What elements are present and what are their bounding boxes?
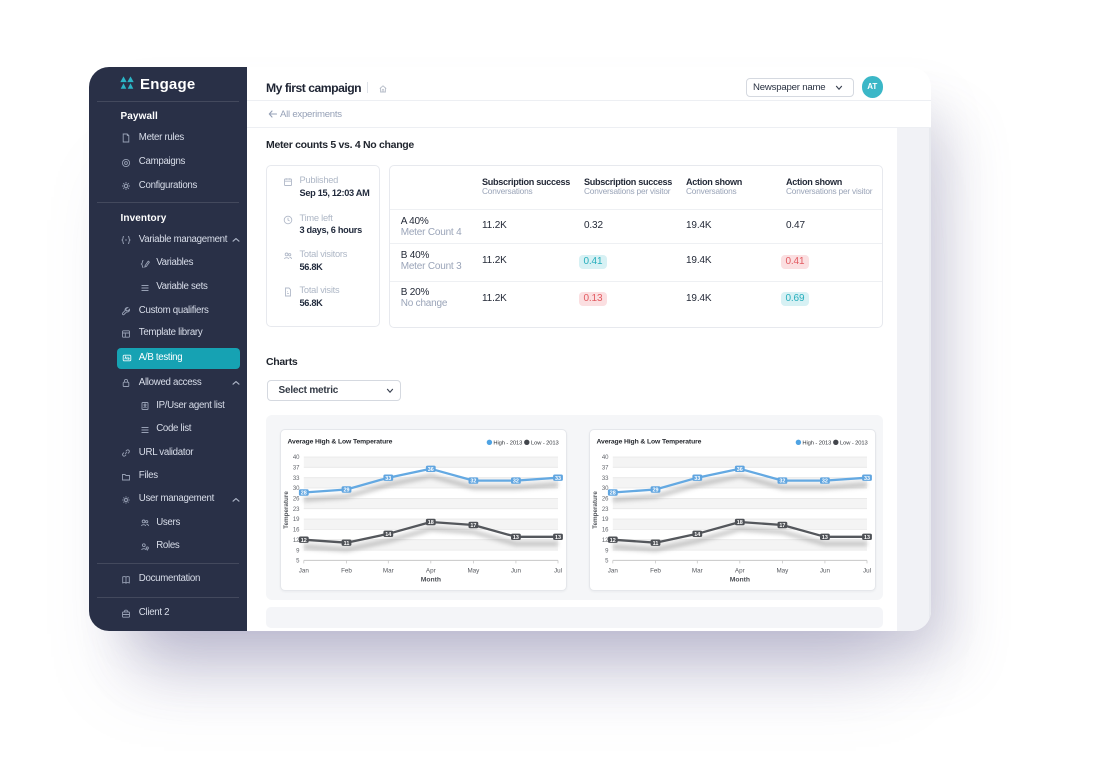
svg-text:9: 9 — [605, 548, 609, 554]
svg-text:Average High & Low Temperature: Average High & Low Temperature — [597, 439, 702, 446]
svg-text:12: 12 — [301, 538, 307, 544]
svg-text:13: 13 — [555, 535, 561, 541]
svg-text:16: 16 — [293, 528, 300, 534]
svg-text:36: 36 — [428, 467, 434, 473]
svg-text:9: 9 — [296, 548, 300, 554]
svg-text:Jan: Jan — [608, 567, 619, 574]
svg-text:18: 18 — [428, 520, 434, 526]
svg-text:Apr: Apr — [735, 567, 745, 574]
svg-text:Jul: Jul — [554, 567, 562, 574]
svg-text:29: 29 — [653, 488, 659, 494]
svg-text:Jun: Jun — [511, 567, 522, 574]
svg-text:32: 32 — [470, 479, 476, 485]
svg-text:Low - 2013: Low - 2013 — [531, 440, 559, 446]
svg-text:36: 36 — [737, 467, 743, 473]
svg-text:12: 12 — [610, 538, 616, 544]
svg-text:26: 26 — [293, 497, 300, 503]
svg-text:Month: Month — [421, 577, 441, 584]
svg-text:14: 14 — [385, 532, 391, 538]
svg-text:40: 40 — [602, 455, 609, 461]
svg-text:Temperature: Temperature — [592, 491, 599, 529]
svg-text:28: 28 — [610, 491, 616, 497]
svg-text:17: 17 — [470, 523, 476, 529]
svg-text:32: 32 — [822, 479, 828, 485]
svg-text:May: May — [467, 567, 480, 574]
svg-text:Mar: Mar — [692, 567, 703, 574]
svg-text:33: 33 — [602, 476, 609, 482]
svg-text:13: 13 — [822, 535, 828, 541]
svg-text:23: 23 — [293, 507, 300, 513]
svg-text:37: 37 — [602, 466, 609, 472]
svg-text:Feb: Feb — [650, 567, 661, 574]
svg-text:13: 13 — [513, 535, 519, 541]
svg-text:33: 33 — [555, 476, 561, 482]
svg-text:High - 2013: High - 2013 — [493, 440, 522, 446]
svg-text:Month: Month — [730, 577, 750, 584]
svg-text:18: 18 — [737, 520, 743, 526]
svg-text:23: 23 — [602, 507, 609, 513]
svg-text:33: 33 — [385, 476, 391, 482]
svg-text:13: 13 — [864, 535, 870, 541]
svg-text:30: 30 — [293, 486, 300, 492]
svg-text:Average High & Low Temperature: Average High & Low Temperature — [288, 439, 393, 446]
svg-text:11: 11 — [344, 541, 350, 547]
svg-text:High - 2013: High - 2013 — [802, 440, 831, 446]
svg-text:32: 32 — [779, 479, 785, 485]
svg-text:Temperature: Temperature — [283, 491, 290, 529]
svg-text:Apr: Apr — [426, 567, 436, 574]
svg-text:Jul: Jul — [863, 567, 871, 574]
svg-text:Jun: Jun — [820, 567, 831, 574]
svg-text:26: 26 — [602, 497, 609, 503]
svg-text:33: 33 — [864, 476, 870, 482]
svg-text:17: 17 — [779, 523, 785, 529]
svg-text:19: 19 — [602, 517, 609, 523]
svg-text:11: 11 — [653, 541, 659, 547]
svg-text:16: 16 — [602, 528, 609, 534]
svg-text:May: May — [776, 567, 789, 574]
svg-text:33: 33 — [694, 476, 700, 482]
svg-text:Low - 2013: Low - 2013 — [840, 440, 868, 446]
svg-text:Mar: Mar — [383, 567, 394, 574]
svg-text:30: 30 — [602, 486, 609, 492]
svg-text:33: 33 — [293, 476, 300, 482]
svg-text:40: 40 — [293, 455, 300, 461]
svg-text:32: 32 — [513, 479, 519, 485]
svg-text:19: 19 — [293, 517, 300, 523]
svg-text:Feb: Feb — [341, 567, 352, 574]
svg-text:29: 29 — [344, 488, 350, 494]
svg-text:37: 37 — [293, 466, 300, 472]
svg-text:5: 5 — [296, 559, 300, 565]
svg-text:Jan: Jan — [299, 567, 310, 574]
svg-text:5: 5 — [605, 559, 609, 565]
svg-text:12: 12 — [293, 538, 300, 544]
svg-text:14: 14 — [694, 532, 700, 538]
svg-text:28: 28 — [301, 491, 307, 497]
svg-text:12: 12 — [602, 538, 609, 544]
